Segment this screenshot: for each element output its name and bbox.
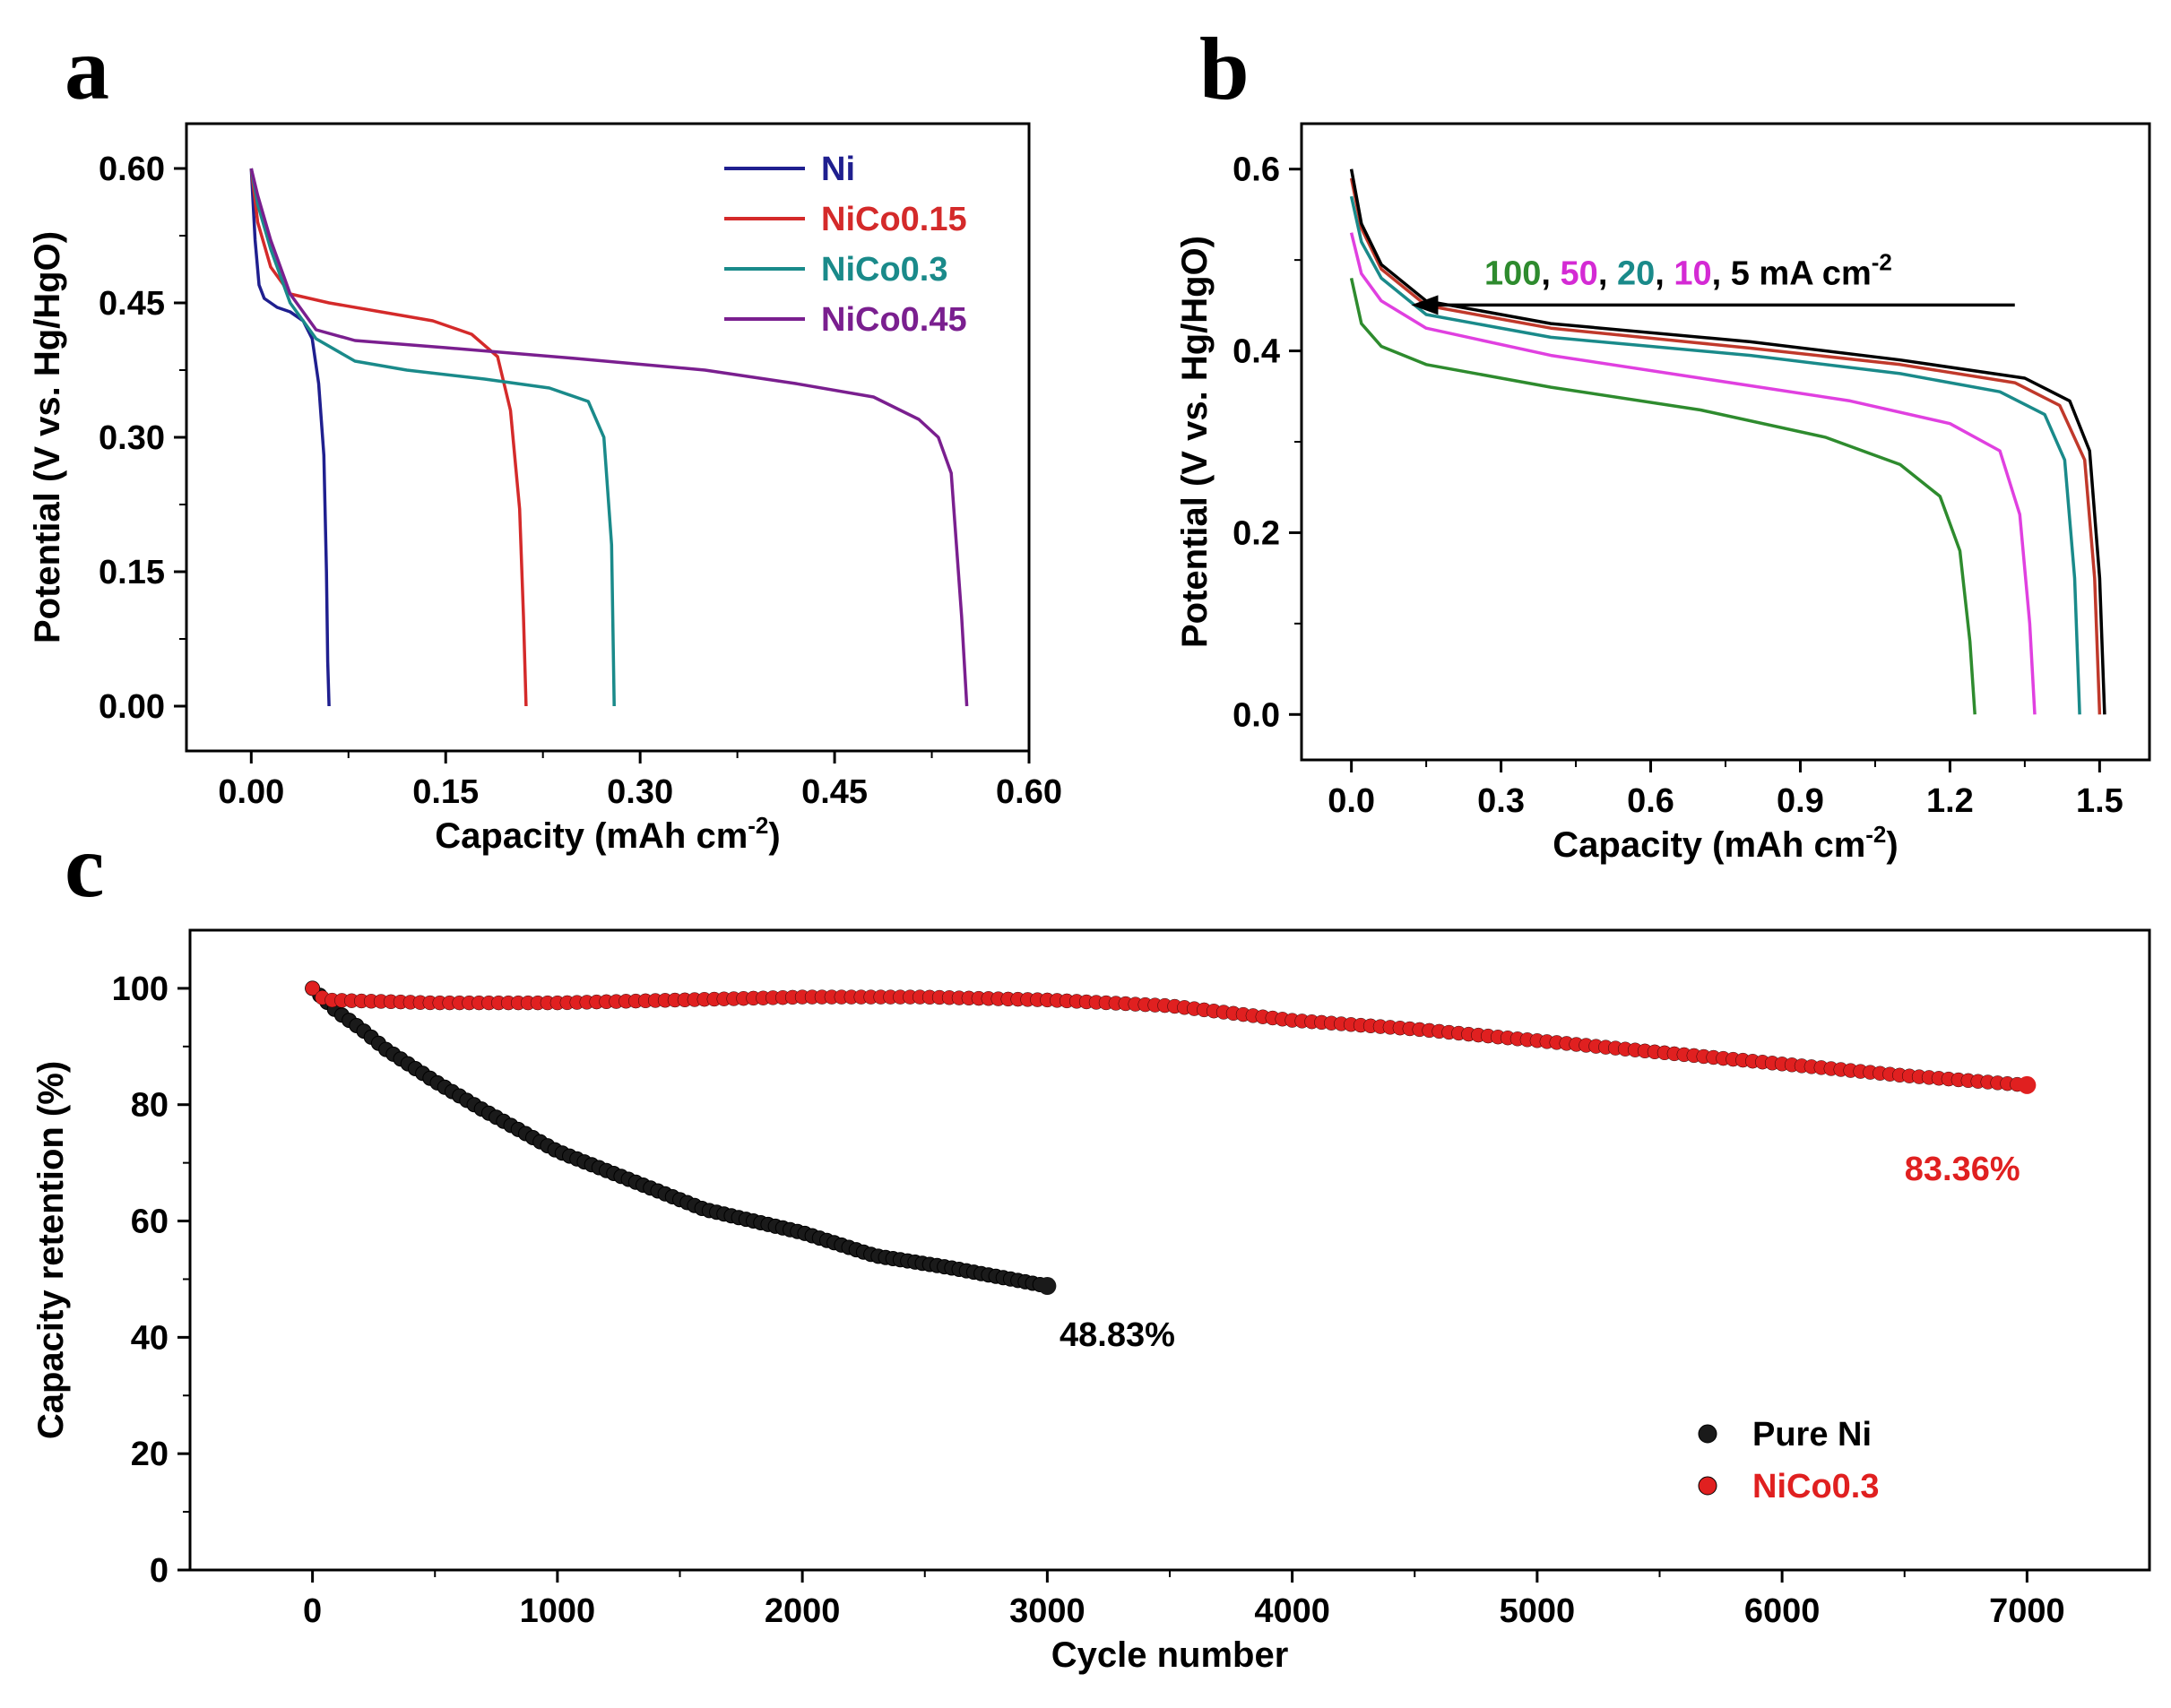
x-tick-label-b: 0.6 (1627, 782, 1674, 820)
series-line-b (1349, 168, 2106, 715)
y-tick-label-b: 0.6 (1233, 151, 1280, 189)
rate-annotation-part: 10 (1674, 254, 1711, 292)
chart-c: 0 1000 2000 3000 4000 5000 6000 7000 0 20 40 60 80 10… (31, 928, 2151, 1675)
series-markers-c (305, 980, 1055, 1294)
y-tick-label-b: 0.0 (1233, 696, 1280, 734)
y-tick-label-a: 0.00 (99, 688, 165, 726)
panel-letter-b: b (1199, 19, 1250, 118)
legend-marker-c (1698, 1476, 1717, 1496)
y-axis-title-a: Potential (V vs. Hg/HgO) (28, 231, 67, 643)
series-line-b (1349, 232, 2037, 715)
rate-annotation-part: 100 (1484, 254, 1541, 292)
legend-label-c: NiCo0.3 (1752, 1468, 1879, 1505)
x-axis-title-text: Cycle number (1051, 1635, 1289, 1675)
x-axis-title-c: Cycle number (1051, 1635, 1289, 1675)
retention-label-c: 48.83% (1060, 1316, 1175, 1354)
y-tick-label-a: 0.30 (99, 419, 165, 457)
y-tick-label-c: 20 (131, 1436, 169, 1473)
legend-label-a: Ni (821, 151, 855, 188)
series-line-a (249, 168, 528, 707)
x-axis-title-end: ) (1886, 825, 1898, 865)
x-tick-label-c: 6000 (1744, 1592, 1821, 1630)
rate-annotation-part: 50 (1561, 254, 1598, 292)
series-line-a (249, 168, 616, 707)
x-tick-label-b: 1.2 (1926, 782, 1974, 820)
x-tick-label-c: 4000 (1254, 1592, 1330, 1630)
series-line-b (1349, 195, 2081, 715)
y-tick-label-b: 0.2 (1233, 514, 1280, 552)
rate-annotation-part: , (1598, 254, 1617, 292)
x-tick-label-c: 1000 (520, 1592, 596, 1630)
chart-a: 0.00 0.15 0.30 0.45 0.60 0.00 0.15 0.30 0.45 0.60… (28, 122, 1062, 856)
x-tick-label-c: 3000 (1009, 1592, 1086, 1630)
x-tick-label-a: 0.15 (412, 773, 479, 811)
rate-annotation-part: , (1655, 254, 1674, 292)
series-line-b (1349, 278, 1976, 715)
rate-annotation-part: 20 (1617, 254, 1655, 292)
y-tick-label-a: 0.45 (99, 285, 165, 323)
x-tick-label-a: 0.45 (801, 773, 868, 811)
y-tick-label-c: 40 (131, 1319, 169, 1357)
legend-marker-c (1698, 1424, 1717, 1444)
retention-label-c: 83.36% (1905, 1151, 2020, 1188)
plot-frame-b (1300, 122, 2151, 762)
legend-label-a: NiCo0.15 (821, 201, 967, 238)
rate-annotation-sup: -2 (1872, 248, 1892, 275)
panel-letter-a: a (65, 19, 109, 118)
legend-label-c: Pure Ni (1752, 1416, 1872, 1454)
y-axis-title-b: Potential (V vs. Hg/HgO) (1175, 236, 1215, 648)
rate-annotation-b: 100, 50, 20, 10, 5 mA cm-2 (1484, 248, 1892, 292)
x-axis-title-end: ) (768, 816, 780, 856)
x-tick-label-b: 0.9 (1777, 782, 1824, 820)
x-tick-label-b: 1.5 (2076, 782, 2123, 820)
x-tick-label-b: 0.3 (1477, 782, 1525, 820)
series-line-a (249, 168, 969, 707)
rate-annotation-part: , 5 mA cm (1712, 254, 1872, 292)
x-tick-label-c: 2000 (765, 1592, 841, 1630)
rate-annotation-part: , (1541, 254, 1560, 292)
x-axis-title-sup: -2 (748, 812, 768, 839)
y-tick-label-c: 100 (112, 970, 169, 1008)
x-tick-label-c: 7000 (1989, 1592, 2065, 1630)
y-tick-label-a: 0.15 (99, 554, 165, 591)
legend-label-a: NiCo0.45 (821, 301, 967, 339)
y-tick-label-c: 60 (131, 1203, 169, 1241)
y-axis-title-c: Capacity retention (%) (31, 1061, 71, 1439)
x-axis-title-a: Capacity (mAh cm-2) (435, 812, 780, 856)
y-tick-label-c: 0 (150, 1552, 169, 1590)
series-line-a (249, 168, 331, 707)
x-tick-label-b: 0.0 (1328, 782, 1375, 820)
panel-letter-c: c (65, 816, 104, 916)
data-point-c (305, 980, 320, 996)
y-tick-label-a: 0.60 (99, 151, 165, 188)
end-point-c (2018, 1075, 2037, 1094)
series-markers-c (305, 980, 2035, 1093)
y-tick-label-b: 0.4 (1233, 333, 1280, 371)
x-tick-label-a: 0.30 (607, 773, 673, 811)
x-tick-label-c: 0 (303, 1592, 322, 1630)
x-axis-title-text: Capacity (mAh cm (1553, 825, 1865, 865)
y-tick-label-c: 80 (131, 1087, 169, 1125)
arrow-head-b (1411, 295, 1439, 315)
end-point-c (1038, 1277, 1057, 1296)
x-tick-label-c: 5000 (1500, 1592, 1576, 1630)
x-axis-title-text: Capacity (mAh cm (435, 816, 748, 856)
x-tick-label-a: 0.60 (996, 773, 1062, 811)
x-axis-title-sup: -2 (1865, 821, 1886, 848)
x-axis-title-b: Capacity (mAh cm-2) (1553, 821, 1898, 865)
series-line-b (1349, 177, 2102, 715)
x-tick-label-a: 0.00 (218, 773, 284, 811)
legend-label-a: NiCo0.3 (821, 251, 947, 289)
